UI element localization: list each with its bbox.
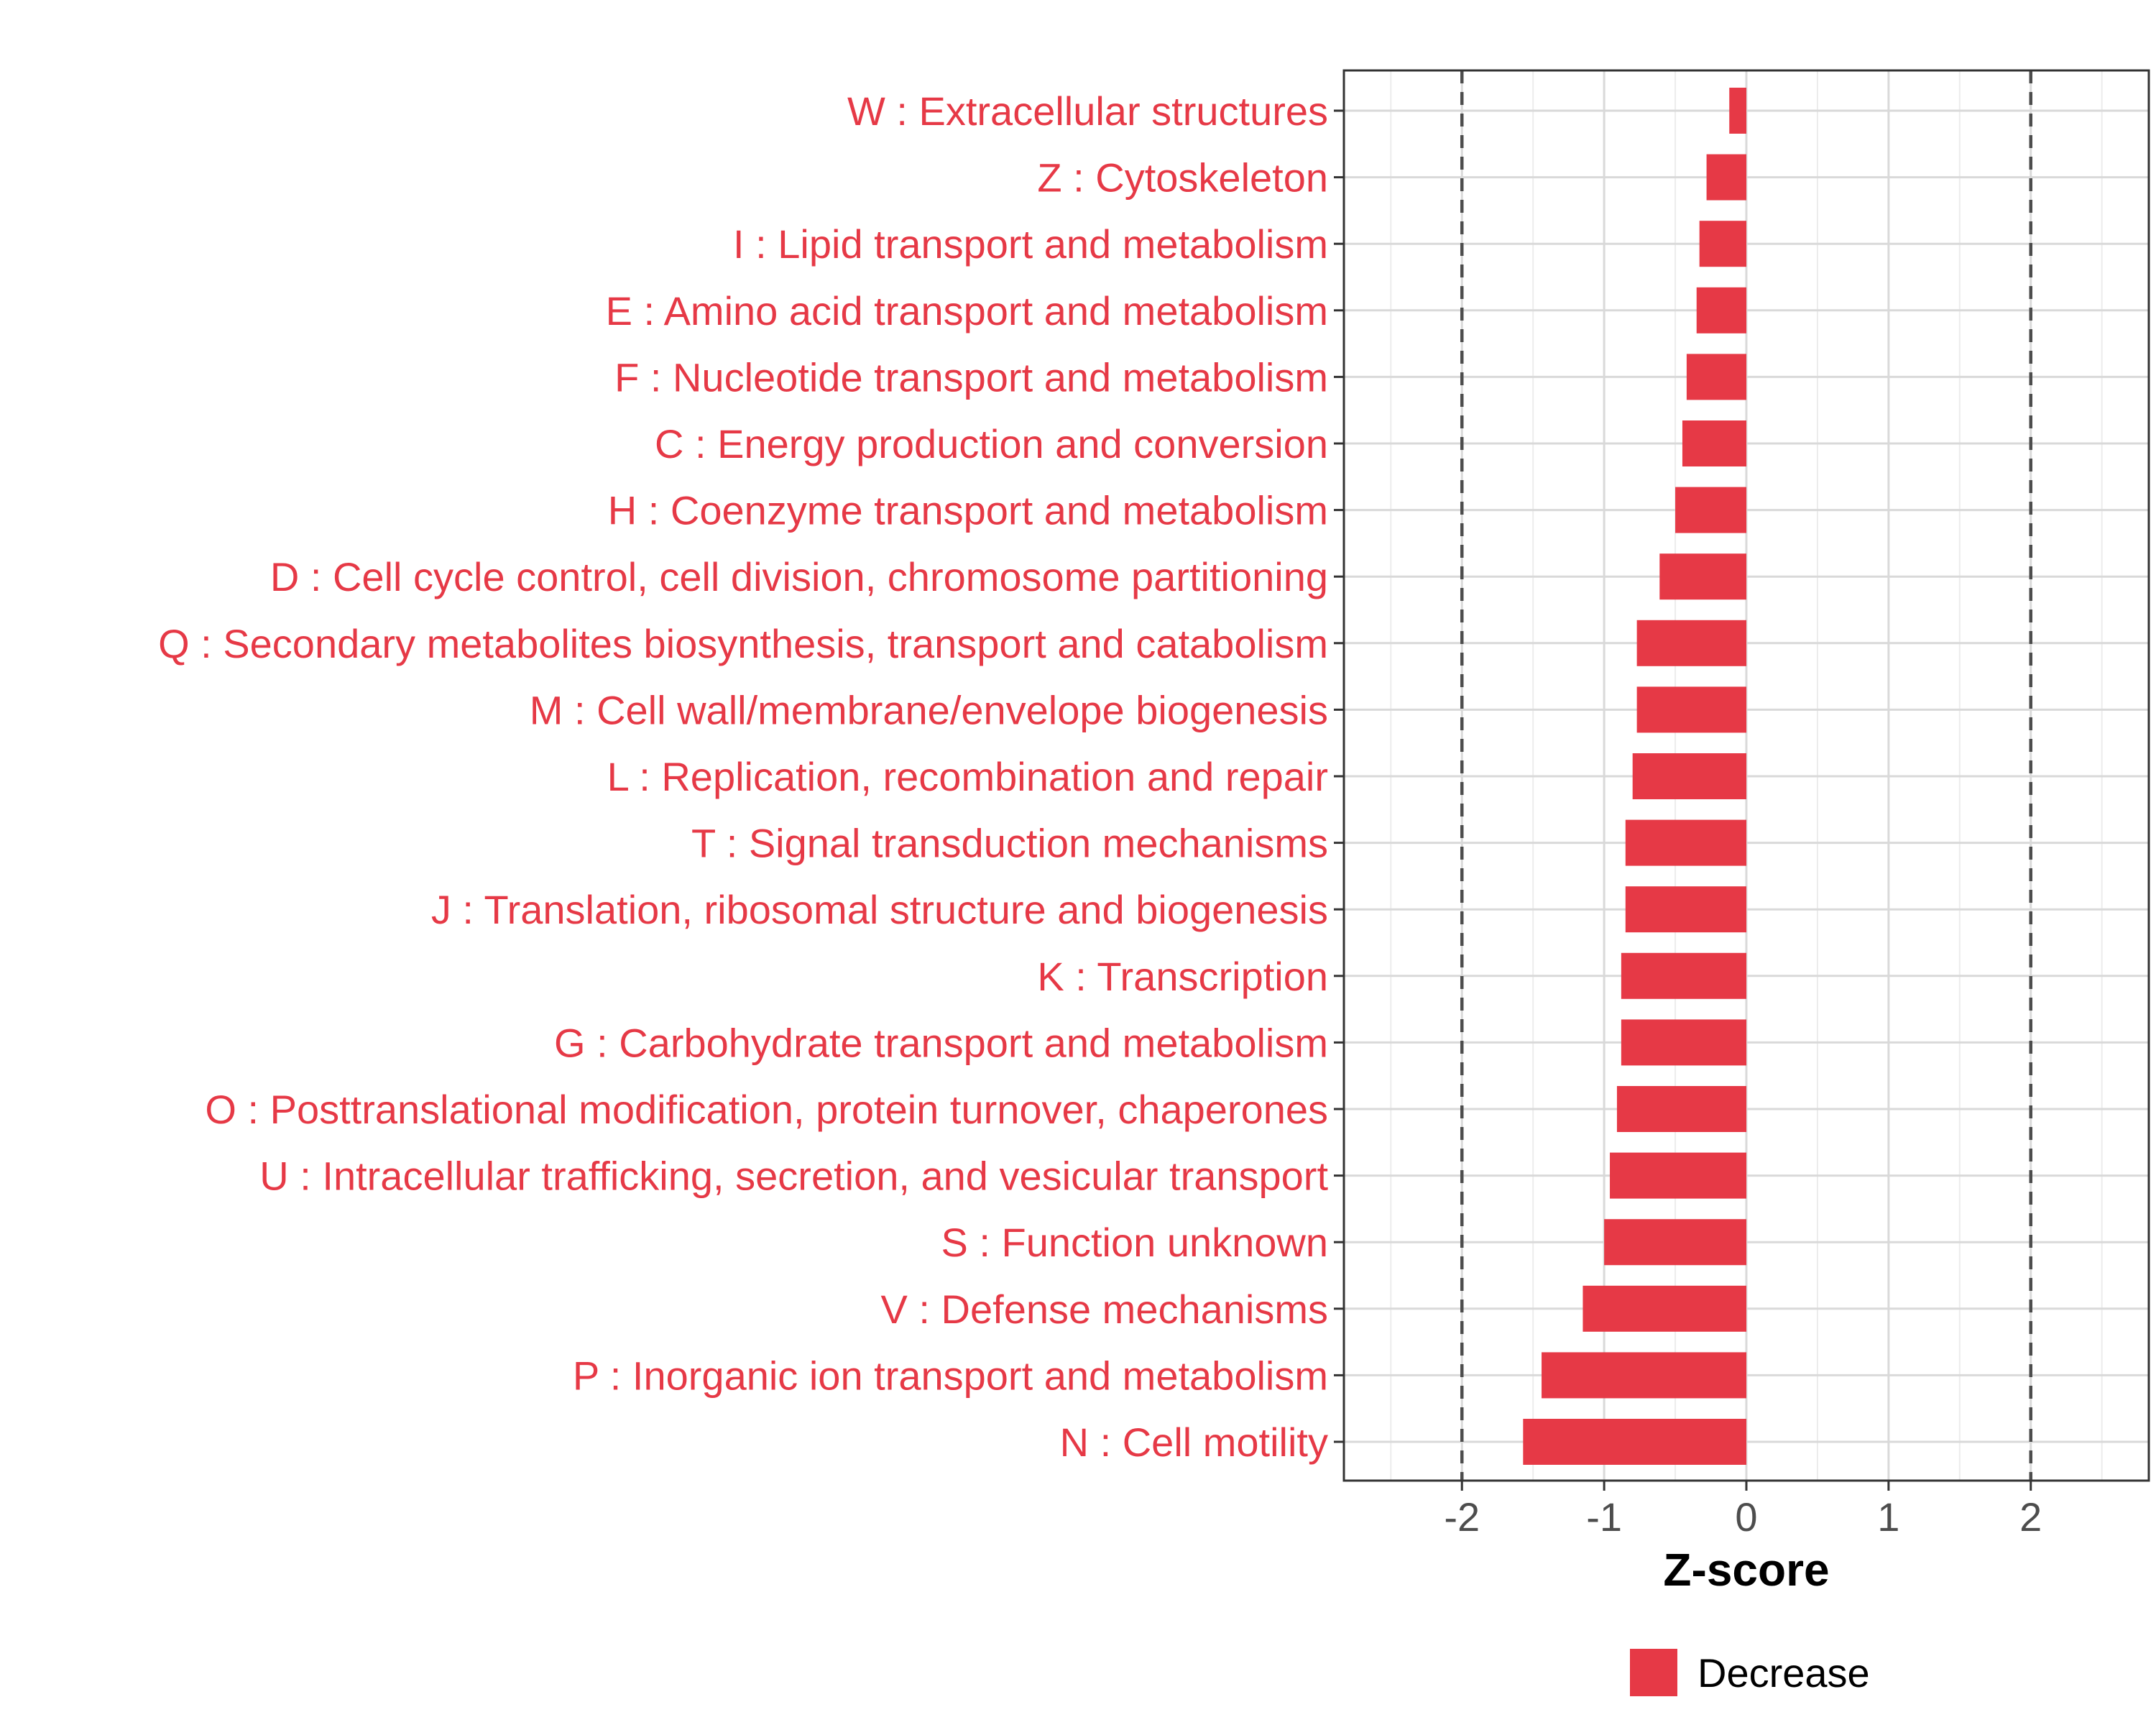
- y-tick-label-10: L : Replication, recombination and repai…: [607, 754, 1328, 799]
- x-tick-label-4: 2: [2019, 1494, 2042, 1540]
- bar-1: [1706, 154, 1746, 201]
- y-tick-label-3: E : Amino acid transport and metabolism: [606, 288, 1328, 334]
- y-tick-label-9: M : Cell wall/membrane/envelope biogenes…: [530, 687, 1328, 732]
- bar-20: [1523, 1419, 1746, 1465]
- bar-13: [1621, 952, 1746, 999]
- bar-7: [1659, 553, 1746, 600]
- y-tick-label-1: Z : Cytoskeleton: [1037, 155, 1328, 201]
- bar-9: [1636, 686, 1746, 733]
- bar-0: [1729, 88, 1746, 134]
- x-tick-label-0: -2: [1444, 1494, 1480, 1540]
- bar-10: [1632, 753, 1746, 799]
- y-tick-label-2: I : Lipid transport and metabolism: [733, 221, 1328, 267]
- x-axis-ticks: [1460, 1481, 2032, 1491]
- bar-3: [1696, 287, 1746, 334]
- y-tick-label-5: C : Energy production and conversion: [655, 421, 1328, 466]
- bar-17: [1604, 1219, 1746, 1266]
- bar-2: [1699, 221, 1746, 267]
- legend-swatch: [1630, 1649, 1677, 1696]
- y-tick-label-20: N : Cell motility: [1060, 1420, 1328, 1465]
- y-tick-label-7: D : Cell cycle control, cell division, c…: [270, 554, 1328, 599]
- bar-6: [1675, 487, 1746, 533]
- x-tick-label-1: -1: [1586, 1494, 1622, 1540]
- bar-12: [1625, 886, 1746, 933]
- y-tick-label-17: S : Function unknown: [941, 1220, 1328, 1265]
- y-tick-label-0: W : Extracellular structures: [847, 88, 1328, 134]
- y-tick-label-11: T : Signal transduction mechanisms: [691, 821, 1328, 866]
- y-tick-label-6: H : Coenzyme transport and metabolism: [608, 488, 1328, 533]
- bar-19: [1542, 1352, 1746, 1399]
- y-tick-label-12: J : Translation, ribosomal structure and…: [431, 887, 1328, 932]
- bar-16: [1610, 1152, 1746, 1199]
- y-tick-label-15: O : Posttranslational modification, prot…: [205, 1087, 1328, 1132]
- legend: Decrease: [1630, 1649, 1870, 1696]
- bars: [1523, 88, 1746, 1465]
- bar-18: [1583, 1285, 1746, 1332]
- y-tick-label-18: V : Defense mechanisms: [881, 1287, 1328, 1332]
- x-tick-label-3: 1: [1877, 1494, 1899, 1540]
- y-tick-label-14: G : Carbohydrate transport and metabolis…: [554, 1020, 1328, 1065]
- bar-8: [1636, 620, 1746, 666]
- bar-15: [1616, 1086, 1746, 1132]
- legend-label: Decrease: [1697, 1650, 1870, 1696]
- y-tick-label-16: U : Intracellular trafficking, secretion…: [259, 1154, 1328, 1199]
- x-axis-title: Z-score: [1663, 1544, 1829, 1596]
- y-tick-label-13: K : Transcription: [1037, 954, 1328, 999]
- y-tick-label-19: P : Inorganic ion transport and metaboli…: [573, 1353, 1328, 1398]
- y-axis-labels: W : Extracellular structures Z : Cytoskel…: [158, 88, 1328, 1465]
- bar-11: [1625, 819, 1746, 866]
- x-axis-tick-labels: -2 -1 0 1 2: [1444, 1494, 2042, 1540]
- reference-lines: [1460, 70, 2033, 1481]
- x-tick-label-2: 0: [1735, 1494, 1757, 1540]
- y-tick-label-4: F : Nucleotide transport and metabolism: [614, 354, 1328, 400]
- y-axis-ticks: [1334, 109, 1344, 1443]
- bar-5: [1682, 420, 1746, 466]
- bar-14: [1621, 1019, 1746, 1066]
- y-tick-label-8: Q : Secondary metabolites biosynthesis, …: [158, 621, 1328, 666]
- bar-4: [1686, 354, 1746, 400]
